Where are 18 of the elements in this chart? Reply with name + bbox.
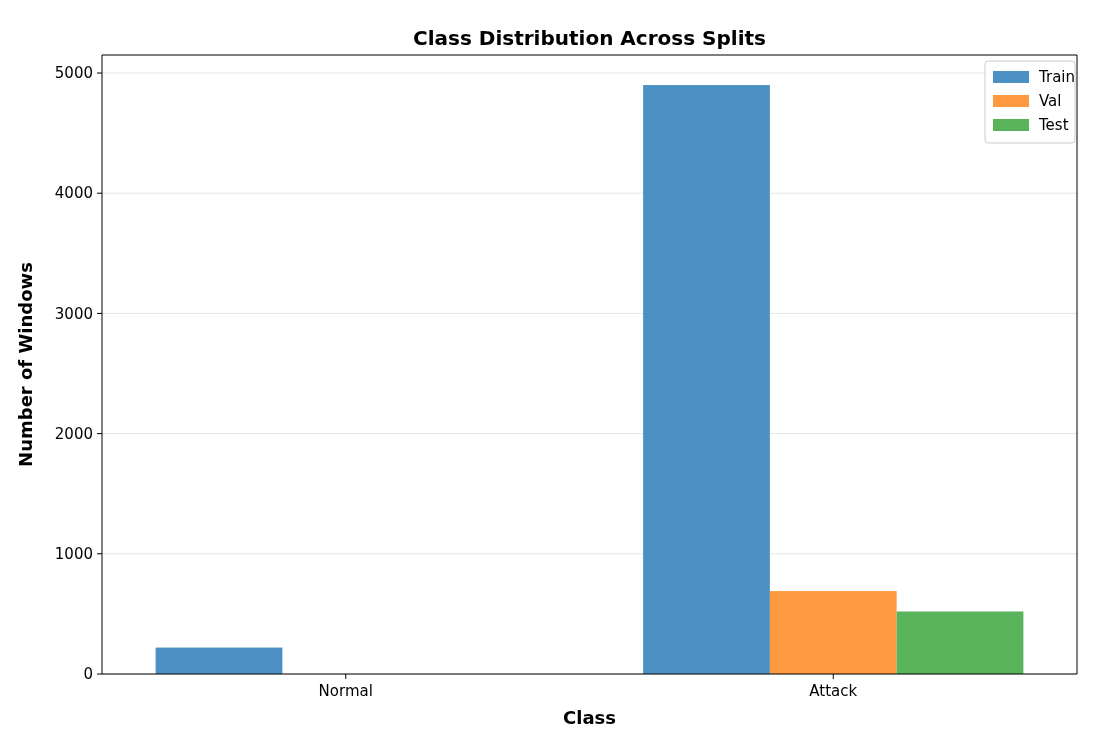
legend-label: Val xyxy=(1039,92,1062,110)
y-tick-label: 2000 xyxy=(54,424,93,443)
legend-label: Train xyxy=(1038,68,1075,86)
bar xyxy=(643,85,770,674)
y-tick-label: 5000 xyxy=(54,64,93,83)
x-tick-label: Attack xyxy=(809,682,858,700)
bar xyxy=(769,591,897,674)
y-tick-label: 4000 xyxy=(54,184,93,203)
y-axis-title: Number of Windows xyxy=(15,262,36,467)
chart-title: Class Distribution Across Splits xyxy=(413,26,766,50)
y-tick-label: 3000 xyxy=(54,304,93,323)
legend-label: Test xyxy=(1038,116,1069,134)
x-axis-title: Class xyxy=(563,707,616,728)
bar xyxy=(155,647,283,674)
y-tick-label: 1000 xyxy=(54,545,93,564)
x-tick-label: Normal xyxy=(318,682,373,700)
bar xyxy=(896,611,1024,674)
y-tick-label: 0 xyxy=(83,665,93,684)
